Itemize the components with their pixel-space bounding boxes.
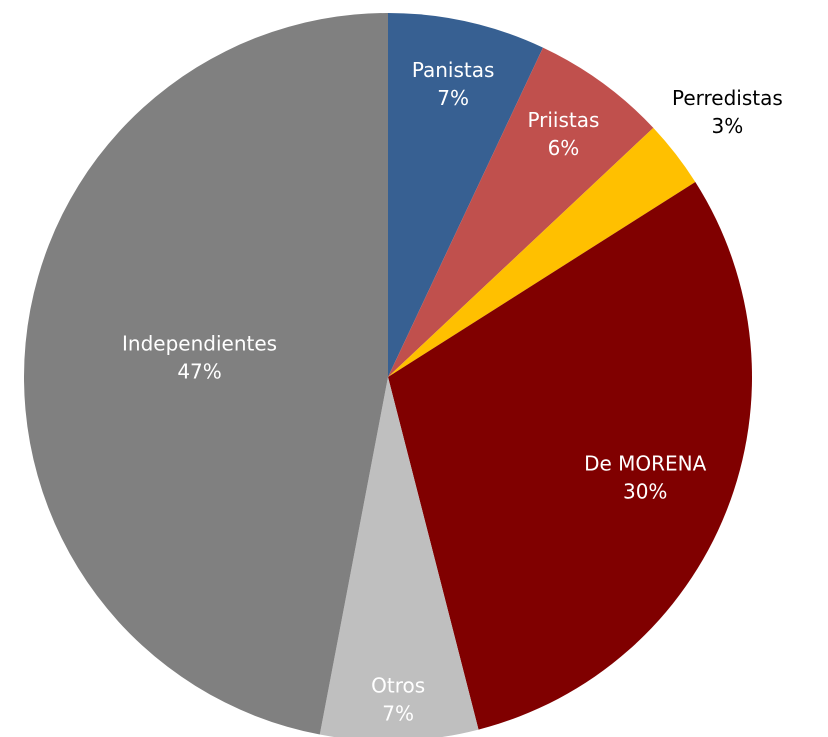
slice-value-label: 3% [712, 114, 744, 138]
slice-label: Otros [371, 673, 425, 697]
pie-slice [388, 47, 654, 378]
pie-slice [319, 377, 479, 737]
pie-slice [388, 181, 753, 730]
pie-slice [23, 13, 389, 735]
slice-label: Perredistas [672, 86, 783, 110]
slice-label: Independientes [122, 332, 277, 356]
slice-value-label: 7% [382, 701, 414, 725]
slice-label: De MORENA [584, 451, 707, 475]
slice-value-label: 47% [177, 360, 221, 384]
pie-slice [388, 13, 543, 377]
slice-value-label: 6% [548, 136, 580, 160]
slice-label: Panistas [412, 58, 495, 82]
pie-slice [388, 127, 696, 377]
slice-label: Priistas [527, 108, 599, 132]
slice-value-label: 7% [437, 86, 469, 110]
slice-value-label: 30% [623, 479, 667, 503]
